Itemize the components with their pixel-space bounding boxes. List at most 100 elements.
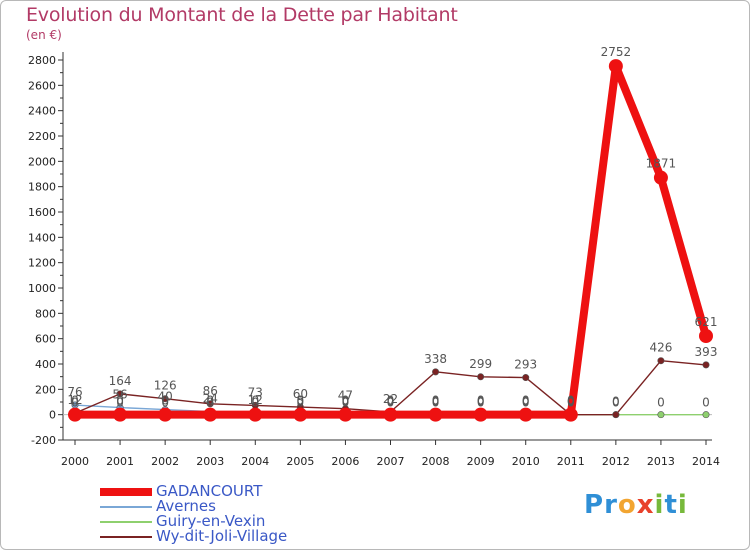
logo-letter: o [617,490,637,520]
proxiti-logo: Proxiti [584,490,688,520]
x-tick-label: 2013 [647,455,675,468]
data-point-gadancourt [113,407,128,422]
data-label-wy-dit-joli-village: 126 [154,379,177,393]
data-point-wy-dit-joli-village [206,400,214,408]
chart-title: Evolution du Montant de la Dette par Hab… [26,4,458,26]
y-tick-label: 800 [35,307,56,320]
y-tick-label: -200 [31,434,56,447]
data-label-avernes: 0 [477,395,485,409]
x-tick-label: 2004 [241,455,269,468]
data-label-guiry-en-vexin: 0 [206,396,214,410]
data-point-gadancourt [653,170,668,185]
legend-item-guiry-en-vexin: Guiry-en-Vexin [100,514,287,529]
y-tick-label: 1200 [28,257,56,270]
data-point-wy-dit-joli-village [161,395,169,403]
logo-letter: P [584,490,605,520]
y-tick-label: 600 [35,333,56,346]
y-tick-label: 1400 [28,231,56,244]
data-point-gadancourt [383,407,398,422]
data-label-avernes: 0 [567,395,575,409]
data-label-wy-dit-joli-village: 293 [514,358,537,372]
x-tick-label: 2003 [196,455,224,468]
data-label-wy-dit-joli-village: 12 [67,393,82,407]
x-tick-label: 2005 [286,455,314,468]
data-point-wy-dit-joli-village [116,390,124,398]
data-label-wy-dit-joli-village: 0 [612,395,620,409]
legend: GADANCOURT Avernes Guiry-en-Vexin Wy-dit… [100,484,287,544]
legend-label-avernes: Avernes [156,497,216,515]
legend-swatch-gadancourt [100,487,152,496]
data-label-gadancourt: 0 [206,394,214,408]
y-tick-label: 2400 [28,105,56,118]
data-point-gadancourt [608,59,623,74]
legend-label-guiry-en-vexin: Guiry-en-Vexin [156,512,266,530]
data-point-guiry-en-vexin [702,411,710,419]
data-label-gadancourt: 0 [522,394,530,408]
data-point-gadancourt [338,407,353,422]
x-tick-label: 2009 [467,455,495,468]
data-point-gadancourt [158,407,173,422]
data-label-gadancourt: 621 [695,315,718,329]
data-label-wy-dit-joli-village: 22 [383,392,398,406]
data-label-guiry-en-vexin: 0 [567,396,575,410]
y-tick-label: 2000 [28,155,56,168]
data-label-gadancourt: 2752 [601,45,632,59]
data-point-wy-dit-joli-village [657,357,665,365]
data-label-guiry-en-vexin: 0 [387,396,395,410]
logo-letter: i [654,490,665,520]
data-label-wy-dit-joli-village: 60 [293,387,308,401]
data-point-wy-dit-joli-village [477,373,485,381]
logo-letter: i [677,490,688,520]
data-label-guiry-en-vexin: 0 [116,396,124,410]
data-label-gadancourt: 0 [432,394,440,408]
data-label-avernes: 0 [387,395,395,409]
data-label-gadancourt: 0 [342,394,350,408]
y-tick-label: 1800 [28,181,56,194]
x-tick-label: 2010 [512,455,540,468]
data-label-guiry-en-vexin: 0 [477,396,485,410]
data-label-guiry-en-vexin: 0 [702,396,710,410]
x-tick-label: 2000 [61,455,89,468]
legend-swatch-avernes [100,505,152,508]
data-label-avernes: 0 [522,395,530,409]
x-tick-label: 2014 [692,455,720,468]
data-label-wy-dit-joli-village: 47 [338,389,353,403]
data-label-guiry-en-vexin: 0 [522,396,530,410]
data-point-gadancourt [203,407,218,422]
data-label-gadancourt: 0 [387,394,395,408]
y-tick-label: 2600 [28,79,56,92]
y-tick-label: 1600 [28,206,56,219]
data-label-guiry-en-vexin: 0 [657,396,665,410]
y-tick-label: 200 [35,383,56,396]
data-label-wy-dit-joli-village: 86 [203,384,218,398]
data-label-gadancourt: 0 [116,394,124,408]
data-label-guiry-en-vexin: 0 [251,396,259,410]
data-label-avernes: 5 [297,394,305,408]
data-point-gadancourt [428,407,443,422]
legend-swatch-wy-dit-joli-village [100,535,152,538]
data-point-gadancourt [293,407,308,422]
data-label-gadancourt: 0 [297,394,305,408]
data-point-wy-dit-joli-village [522,374,530,382]
data-label-wy-dit-joli-village: 0 [567,395,575,409]
y-tick-label: 1000 [28,282,56,295]
data-label-gadancourt: 0 [71,394,79,408]
x-tick-label: 2007 [377,455,405,468]
data-label-guiry-en-vexin: 0 [297,396,305,410]
data-label-guiry-en-vexin: 0 [161,396,169,410]
legend-label-gadancourt: GADANCOURT [156,482,263,500]
data-label-wy-dit-joli-village: 73 [248,385,263,399]
x-tick-label: 2011 [557,455,585,468]
legend-swatch-guiry-en-vexin [100,520,152,523]
data-point-wy-dit-joli-village [432,368,440,376]
data-label-gadancourt: 1871 [646,157,677,171]
data-label-guiry-en-vexin: 0 [342,396,350,410]
data-label-wy-dit-joli-village: 426 [649,341,672,355]
logo-letter: x [636,490,655,520]
y-tick-label: 2200 [28,130,56,143]
data-point-wy-dit-joli-village [702,361,710,369]
data-label-avernes: 40 [158,390,173,404]
legend-label-wy-dit-joli-village: Wy-dit-Joli-Village [156,527,288,545]
data-label-avernes: 24 [203,392,218,406]
